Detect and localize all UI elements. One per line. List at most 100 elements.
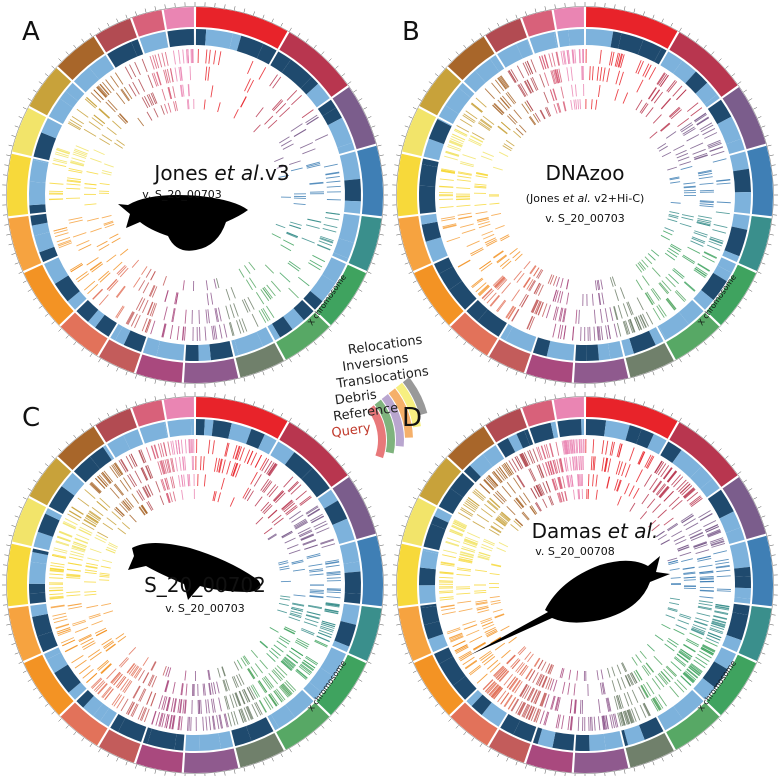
feature-line — [625, 464, 630, 477]
panel-title: DNAzoo — [545, 161, 624, 185]
feature-line — [662, 624, 671, 629]
feature-line — [85, 572, 97, 573]
feature-line — [187, 99, 188, 109]
scale-tick — [135, 375, 136, 379]
feature-line — [227, 461, 231, 474]
feature-line — [269, 464, 277, 476]
feature-line — [600, 309, 602, 323]
feature-line — [661, 235, 670, 240]
scale-tick — [126, 405, 127, 409]
feature-line — [327, 186, 341, 187]
scale-tick — [116, 758, 118, 762]
scale-tick — [371, 516, 375, 517]
scale-tick — [107, 363, 109, 367]
feature-line — [457, 180, 471, 182]
feature-line — [459, 609, 473, 612]
feature-line — [497, 548, 506, 552]
feature-line — [327, 592, 341, 593]
scale-tick — [772, 165, 776, 166]
feature-line — [65, 645, 77, 651]
scale-tick — [449, 329, 452, 332]
feature-line — [608, 325, 610, 339]
scale-tick — [335, 66, 338, 69]
reference-segment — [29, 593, 46, 604]
reference-segment — [726, 612, 748, 640]
feature-line — [605, 308, 607, 322]
feature-line — [602, 440, 604, 454]
panel-subtitle: v. S_20_00703 — [165, 602, 245, 615]
scale-tick — [234, 396, 235, 400]
scale-tick — [126, 371, 127, 375]
reference-segment — [340, 542, 360, 564]
scale-tick — [418, 680, 421, 682]
feature-line — [477, 674, 487, 683]
scale-tick — [359, 290, 362, 292]
feature-line — [322, 544, 335, 548]
scale-tick — [535, 378, 536, 382]
feature-line — [668, 638, 678, 644]
scale-tick — [11, 253, 15, 254]
feature-line — [72, 116, 84, 124]
reference-segment — [185, 345, 198, 361]
feature-line — [124, 87, 132, 99]
scale-tick — [15, 263, 19, 264]
scale-tick — [671, 23, 673, 27]
feature-line — [524, 261, 530, 269]
feature-line — [675, 682, 684, 692]
feature-line — [623, 303, 628, 316]
scale-tick — [165, 382, 166, 386]
feature-line — [641, 686, 648, 698]
scale-tick — [711, 52, 714, 55]
feature-line — [700, 190, 714, 191]
scale-tick — [371, 263, 375, 264]
feature-line — [717, 591, 731, 592]
feature-line — [102, 135, 112, 142]
feature-line — [471, 278, 482, 287]
feature-line — [661, 465, 669, 476]
scale-tick — [329, 719, 332, 722]
feature-line — [673, 145, 684, 150]
feature-line — [640, 651, 646, 659]
scale-tick — [342, 704, 345, 707]
feature-line — [554, 104, 557, 113]
feature-line — [219, 698, 222, 712]
feature-line — [91, 93, 101, 103]
feature-line — [598, 716, 599, 730]
query-segment — [522, 400, 555, 427]
feature-line — [160, 496, 164, 505]
feature-line — [540, 110, 545, 119]
feature-line — [544, 92, 548, 103]
feature-line — [130, 515, 137, 522]
feature-line — [666, 299, 675, 310]
feature-line — [87, 172, 99, 175]
feature-line — [534, 658, 539, 666]
feature-line — [650, 132, 658, 139]
scale-tick — [394, 165, 398, 166]
scale-tick — [456, 52, 459, 55]
feature-line — [268, 510, 277, 518]
feature-line — [519, 125, 526, 132]
feature-line — [481, 156, 492, 160]
scale-tick — [396, 545, 400, 546]
feature-line — [268, 535, 277, 540]
feature-line — [606, 441, 608, 455]
scale-tick — [696, 429, 698, 432]
feature-line — [122, 89, 130, 101]
feature-line — [62, 640, 75, 646]
feature-line — [598, 699, 600, 713]
feature-line — [615, 289, 619, 300]
scale-tick — [19, 662, 23, 664]
feature-line — [456, 647, 468, 654]
scale-tick — [725, 66, 728, 69]
feature-line — [107, 518, 117, 525]
feature-line — [175, 458, 177, 472]
feature-line — [200, 456, 201, 470]
feature-line — [273, 490, 283, 500]
scale-tick — [380, 624, 384, 625]
feature-line — [716, 570, 730, 571]
scale-tick — [765, 643, 769, 644]
feature-line — [284, 477, 293, 487]
scale-tick — [33, 688, 36, 690]
feature-line — [496, 300, 504, 311]
feature-line — [645, 257, 652, 264]
